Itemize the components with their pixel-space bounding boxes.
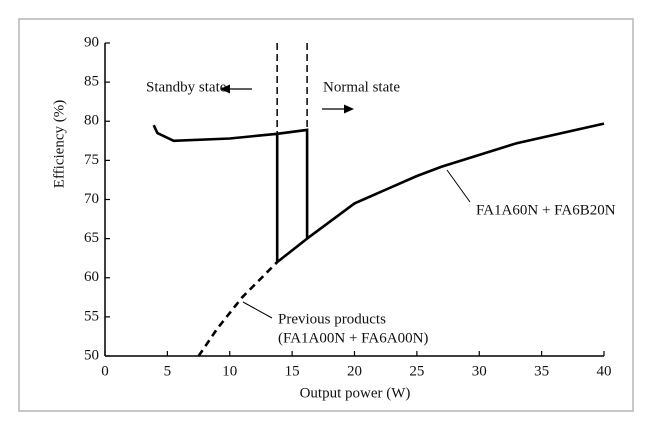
y-tick-label: 60: [84, 269, 99, 285]
annotation: Standby state: [146, 79, 227, 95]
y-tick-label: 65: [84, 230, 99, 246]
y-tick-label: 85: [84, 74, 99, 90]
x-axis-label: Output power (W): [300, 385, 411, 401]
leader-line: [242, 301, 273, 319]
annotation: Normal state: [323, 79, 400, 95]
series-line: [152, 122, 605, 265]
series-line: [197, 261, 279, 357]
series-label: Previous products: [278, 311, 386, 327]
x-tick-label: 5: [164, 363, 172, 379]
y-axis-label: Efficiency (%): [51, 100, 67, 188]
series-label: FA1A60N + FA6B20N: [476, 202, 616, 218]
y-tick-label: 75: [84, 152, 99, 168]
x-tick-label: 25: [409, 363, 424, 379]
x-tick-label: 20: [347, 363, 362, 379]
x-tick-label: 35: [534, 363, 549, 379]
leader-line: [446, 169, 471, 203]
x-tick-label: 40: [597, 363, 612, 379]
x-tick-label: 30: [472, 363, 487, 379]
chart-frame: [18, 18, 634, 412]
y-tick-label: 55: [84, 308, 99, 324]
y-tick-label: 80: [84, 113, 99, 129]
x-tick-label: 15: [285, 363, 300, 379]
y-tick-label: 90: [84, 34, 99, 50]
series-label: (FA1A00N + FA6A00N): [278, 330, 428, 346]
arrow-head: [344, 104, 354, 114]
x-tick-label: 0: [101, 363, 109, 379]
y-tick-label: 70: [84, 191, 99, 207]
arrow-head: [220, 84, 230, 94]
x-tick-label: 10: [222, 363, 237, 379]
y-tick-label: 50: [84, 347, 99, 363]
